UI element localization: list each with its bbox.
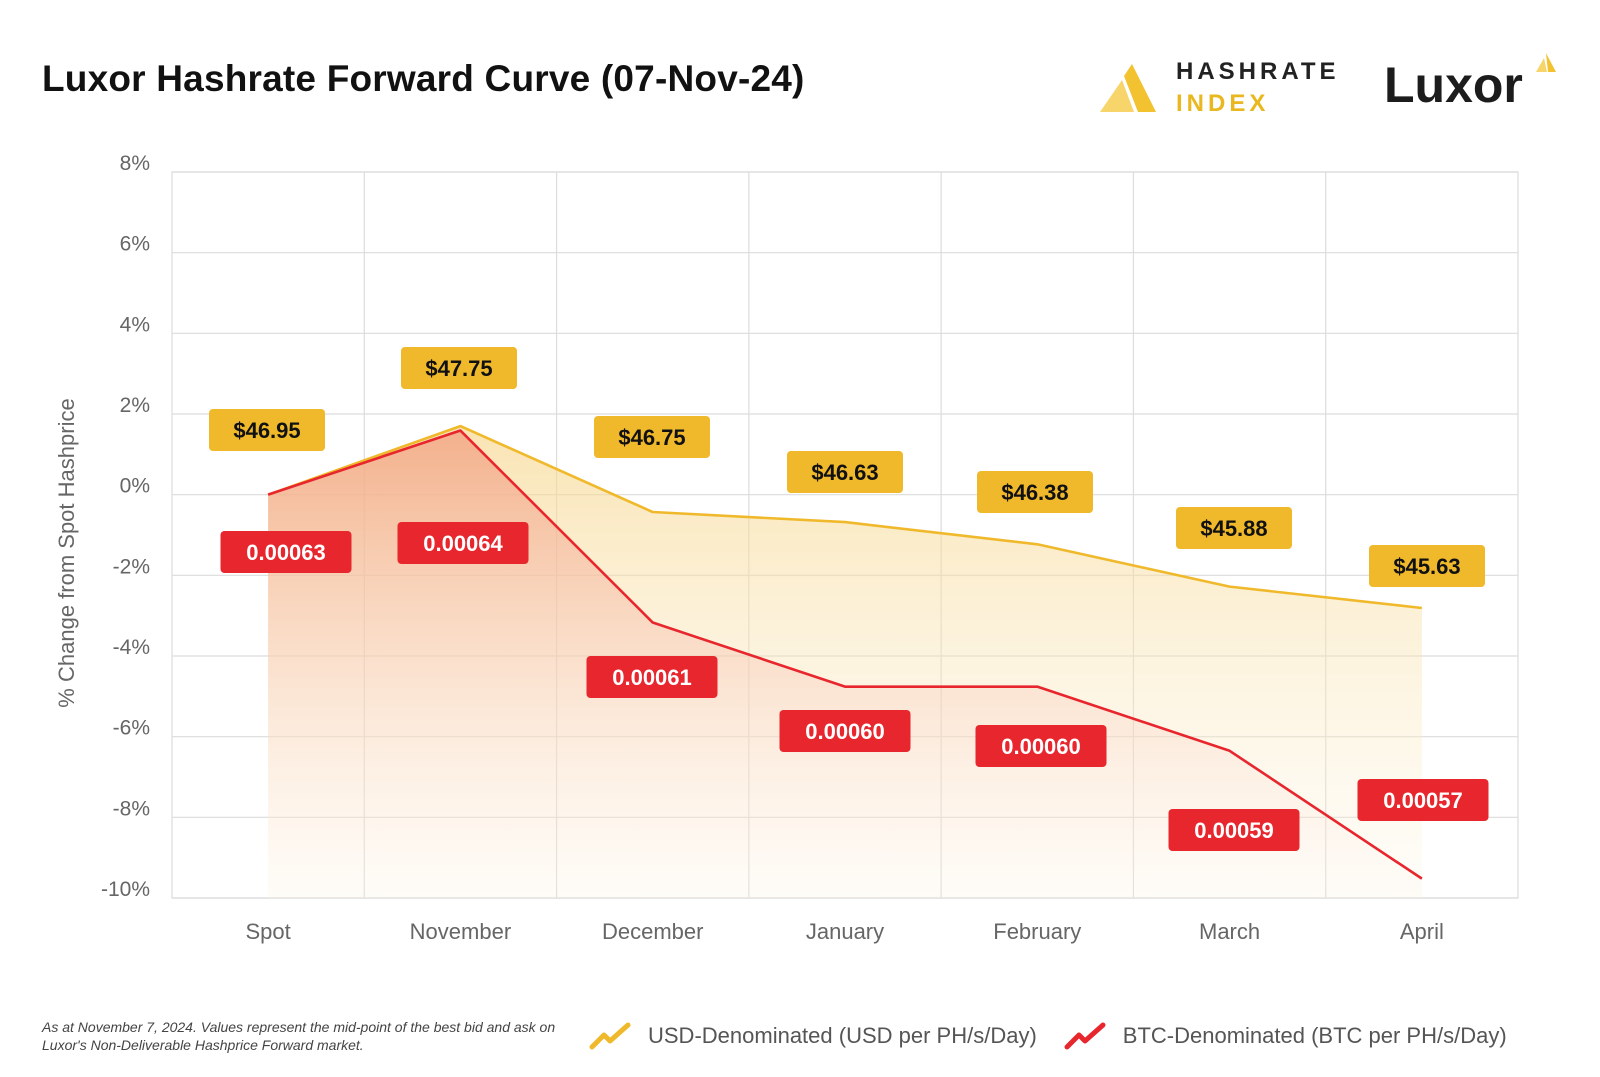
- btc-data-label-bg: [1168, 809, 1300, 851]
- btc-data-label-bg: [1357, 779, 1489, 821]
- y-tick-label: -10%: [101, 878, 150, 901]
- btc-data-label-bg: [975, 725, 1107, 767]
- chart-legend: USD-Denominated (USD per PH/s/Day) BTC-D…: [588, 1016, 1533, 1056]
- luxor-logo: Luxor: [1384, 50, 1564, 120]
- usd-data-label-text: $46.95: [233, 418, 300, 443]
- y-axis-label: % Change from Spot Hashprice: [54, 398, 79, 707]
- usd-data-label-bg: [209, 409, 325, 451]
- btc-trend-up-icon: [1064, 1022, 1106, 1050]
- x-tick-label: April: [1400, 919, 1444, 944]
- usd-data-label-text: $46.75: [618, 425, 685, 450]
- legend-item-usd: USD-Denominated (USD per PH/s/Day): [588, 1021, 1037, 1051]
- btc-data-label: 0.00060: [975, 725, 1107, 767]
- usd-data-label: $45.88: [1176, 507, 1292, 549]
- btc-data-label-text: 0.00060: [805, 719, 885, 744]
- usd-data-label-bg: [594, 416, 710, 458]
- usd-data-label-bg: [1369, 545, 1485, 587]
- btc-data-label-text: 0.00060: [1001, 734, 1081, 759]
- y-tick-label: -6%: [113, 717, 150, 740]
- y-tick-label: -2%: [113, 555, 150, 578]
- usd-data-label: $47.75: [401, 347, 517, 389]
- y-tick-label: -4%: [113, 636, 150, 659]
- btc-series-line: [267, 429, 1423, 880]
- btc-data-label-text: 0.00064: [423, 531, 503, 556]
- usd-series-line: [267, 424, 1423, 610]
- usd-data-label-bg: [401, 347, 517, 389]
- usd-data-label: $46.38: [977, 471, 1093, 513]
- usd-trend-up-icon: [589, 1022, 631, 1050]
- btc-data-label: 0.00057: [1357, 779, 1489, 821]
- x-tick-label: February: [993, 919, 1081, 944]
- y-tick-label: 4%: [120, 313, 150, 336]
- forward-curve-chart: $46.95 $47.75 $46.75 $46.63 $46.38 $45.88 $45.…: [54, 152, 1519, 944]
- x-tick-label: November: [410, 919, 511, 944]
- usd-data-label: $46.95: [209, 409, 325, 451]
- footnote: As at November 7, 2024. Values represent…: [42, 1019, 556, 1053]
- btc-data-label: 0.00064: [397, 522, 529, 564]
- hashrate-index-line1: HASHRATE: [1176, 58, 1340, 85]
- usd-data-label-text: $45.63: [1393, 554, 1460, 579]
- luxor-wordmark: Luxor: [1384, 57, 1523, 113]
- btc-data-label-bg: [397, 522, 529, 564]
- btc-data-label-text: 0.00059: [1194, 818, 1274, 843]
- y-tick-label: 6%: [120, 233, 150, 256]
- btc-data-label-bg: [220, 531, 352, 573]
- usd-data-label-bg: [1176, 507, 1292, 549]
- legend-item-btc: BTC-Denominated (BTC per PH/s/Day): [1063, 1021, 1507, 1051]
- btc-data-label-text: 0.00057: [1383, 788, 1463, 813]
- usd-data-label: $45.63: [1369, 545, 1485, 587]
- btc-data-label: 0.00061: [586, 656, 718, 698]
- x-tick-label: December: [602, 919, 703, 944]
- legend-label-btc: BTC-Denominated (BTC per PH/s/Day): [1122, 1023, 1507, 1048]
- btc-data-label: 0.00063: [220, 531, 352, 573]
- btc-data-label: 0.00060: [779, 710, 911, 752]
- btc-area: [268, 430, 1422, 898]
- hashrate-index-mark-icon: [1100, 64, 1156, 112]
- hashrate-index-line2: INDEX: [1176, 90, 1270, 117]
- hashrate-index-logo: HASHRATE INDEX: [1098, 56, 1348, 120]
- legend-label-usd: USD-Denominated (USD per PH/s/Day): [648, 1023, 1037, 1048]
- chart-title: Luxor Hashrate Forward Curve (07-Nov-24): [42, 58, 805, 99]
- usd-data-label-bg: [787, 451, 903, 493]
- btc-data-label: 0.00059: [1168, 809, 1300, 851]
- btc-data-label-text: 0.00063: [246, 540, 326, 565]
- y-tick-label: 0%: [120, 475, 150, 498]
- usd-data-label-text: $46.63: [811, 460, 878, 485]
- y-tick-label: 8%: [120, 152, 150, 175]
- y-tick-label: 2%: [120, 394, 150, 417]
- x-tick-label: March: [1199, 919, 1260, 944]
- btc-data-label-bg: [586, 656, 718, 698]
- usd-data-label: $46.63: [787, 451, 903, 493]
- luxor-mark-icon: [1536, 53, 1556, 72]
- usd-data-label-text: $46.38: [1001, 480, 1068, 505]
- usd-data-label: $46.75: [594, 416, 710, 458]
- usd-data-label-bg: [977, 471, 1093, 513]
- btc-data-label-text: 0.00061: [612, 665, 692, 690]
- x-tick-label: January: [806, 919, 884, 944]
- x-tick-label: Spot: [246, 919, 291, 944]
- btc-data-label-bg: [779, 710, 911, 752]
- usd-data-label-text: $47.75: [425, 356, 492, 381]
- usd-data-label-text: $45.88: [1200, 516, 1267, 541]
- y-tick-label: -8%: [113, 797, 150, 820]
